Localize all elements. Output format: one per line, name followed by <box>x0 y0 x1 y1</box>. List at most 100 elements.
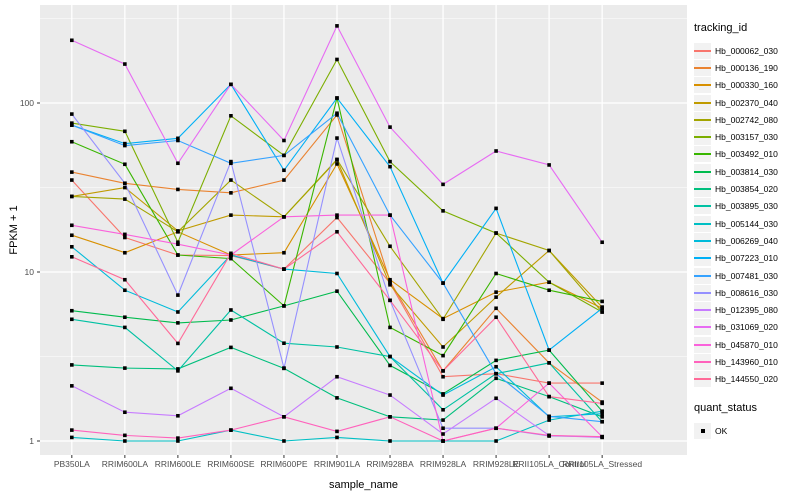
data-point-Hb_003157_030 <box>123 129 127 134</box>
legend-line-icon <box>694 222 711 225</box>
data-point-Hb_144550_020 <box>547 394 551 399</box>
data-point-Hb_003157_030 <box>70 121 74 125</box>
legend-entry-Hb_007223_010: Hb_007223_010 <box>694 250 798 267</box>
legend-line-icon <box>694 188 711 191</box>
legend-entry-Hb_002370_040: Hb_002370_040 <box>694 94 798 111</box>
legend-key-swatch <box>694 94 711 111</box>
legend-entry-label: Hb_008616_030 <box>715 287 778 298</box>
legend-line-icon <box>694 205 711 208</box>
data-point-Hb_007481_030 <box>600 419 604 424</box>
data-point-Hb_003895_030 <box>176 369 180 373</box>
data-point-Hb_031069_020 <box>547 163 551 167</box>
data-point-Hb_000330_160 <box>70 233 74 238</box>
legend-entry-label: Hb_012395_080 <box>715 305 778 316</box>
data-point-Hb_012395_080 <box>229 386 233 391</box>
legend-line-icon <box>694 101 711 104</box>
data-point-Hb_144550_020 <box>70 255 74 259</box>
legend-entry-label: Hb_003854_020 <box>715 184 778 195</box>
data-point-Hb_012395_080 <box>441 432 445 436</box>
legend-key-swatch <box>694 267 711 284</box>
data-point-Hb_005144_030 <box>176 439 180 443</box>
data-point-Hb_002370_040 <box>388 282 392 287</box>
data-point-Hb_143960_010 <box>176 436 180 440</box>
data-point-Hb_008616_030 <box>123 181 127 186</box>
legend-entry-label: Hb_144550_020 <box>715 374 778 385</box>
data-point-Hb_003854_020 <box>123 366 127 370</box>
data-point-Hb_144550_020 <box>600 401 604 406</box>
legend-key-swatch <box>694 319 711 336</box>
data-point-Hb_000136_190 <box>176 187 180 192</box>
data-point-Hb_003854_020 <box>176 367 180 371</box>
data-point-Hb_045870_010 <box>176 242 180 247</box>
data-point-Hb_007481_030 <box>494 371 498 376</box>
data-point-Hb_002370_040 <box>494 295 498 299</box>
legend-key-swatch <box>694 181 711 198</box>
data-point-Hb_000062_030 <box>441 374 445 379</box>
legend-entry-label: Hb_031069_020 <box>715 322 778 333</box>
data-point-Hb_003854_020 <box>335 396 339 400</box>
data-point-Hb_003157_030 <box>441 209 445 213</box>
data-point-Hb_006269_040 <box>123 288 127 293</box>
data-point-Hb_002742_080 <box>547 248 551 253</box>
x-tick-label: RRIM901LA <box>314 459 361 469</box>
legend-key-swatch <box>694 302 711 319</box>
data-point-Hb_002742_080 <box>176 229 180 234</box>
data-point-Hb_003854_020 <box>600 415 604 419</box>
data-point-Hb_000136_190 <box>494 306 498 311</box>
data-point-Hb_003492_010 <box>441 353 445 358</box>
data-point-Hb_031069_020 <box>176 161 180 166</box>
data-point-Hb_007223_010 <box>547 348 551 352</box>
data-point-Hb_005144_030 <box>335 435 339 440</box>
data-point-Hb_003157_030 <box>494 231 498 235</box>
legend-entry-Hb_005144_030: Hb_005144_030 <box>694 215 798 232</box>
legend-entry-Hb_144550_020: Hb_144550_020 <box>694 371 798 388</box>
data-point-Hb_008616_030 <box>70 112 74 116</box>
data-point-Hb_007223_010 <box>600 306 604 311</box>
quant-ok-label: OK <box>715 425 728 436</box>
data-point-Hb_144550_020 <box>282 267 286 271</box>
legend-entry-Hb_031069_020: Hb_031069_020 <box>694 319 798 336</box>
legend-line-icon <box>694 360 711 363</box>
legend-entry-label: Hb_003157_030 <box>715 132 778 143</box>
data-point-Hb_003492_010 <box>600 299 604 304</box>
y-tick-label: 100 <box>20 98 34 108</box>
data-point-Hb_006269_040 <box>600 411 604 416</box>
data-point-Hb_144550_020 <box>494 315 498 320</box>
data-point-Hb_003895_030 <box>547 361 551 365</box>
data-point-Hb_003157_030 <box>547 280 551 285</box>
data-point-Hb_007481_030 <box>282 153 286 158</box>
legend-entries: Hb_000062_030 Hb_000136_190 Hb_000330_160 H… <box>694 42 798 388</box>
data-point-Hb_007223_010 <box>494 206 498 211</box>
data-point-Hb_002742_080 <box>441 317 445 322</box>
data-point-Hb_000330_160 <box>123 250 127 255</box>
legend-line-icon <box>694 84 711 87</box>
y-axis-title: FPKM + 1 <box>8 205 20 255</box>
data-point-Hb_012395_080 <box>176 413 180 418</box>
legend-entry-Hb_003157_030: Hb_003157_030 <box>694 128 798 146</box>
data-point-Hb_003895_030 <box>335 345 339 349</box>
legend-entry-Hb_006269_040: Hb_006269_040 <box>694 232 798 249</box>
x-tick-label: RRIM600LE <box>155 459 202 469</box>
legend-line-icon <box>694 153 711 156</box>
data-point-Hb_000062_030 <box>335 215 339 220</box>
data-point-Hb_003895_030 <box>70 317 74 322</box>
data-point-Hb_003492_010 <box>547 288 551 293</box>
legend-key-swatch <box>694 77 711 94</box>
data-point-Hb_031069_020 <box>494 149 498 153</box>
data-point-Hb_005144_030 <box>70 435 74 440</box>
legend-key-swatch <box>694 215 711 232</box>
data-point-Hb_031069_020 <box>229 82 233 87</box>
legend-entry-label: Hb_006269_040 <box>715 235 778 246</box>
data-point-Hb_031069_020 <box>441 182 445 187</box>
quant-ok-key <box>694 422 711 439</box>
data-point-Hb_002742_080 <box>70 194 74 199</box>
data-point-Hb_045870_010 <box>282 215 286 219</box>
data-point-Hb_003157_030 <box>335 57 339 62</box>
legend-key-swatch <box>694 111 711 128</box>
legend-entry-label: Hb_007223_010 <box>715 253 778 264</box>
data-point-Hb_143960_010 <box>600 434 604 439</box>
data-point-Hb_003814_030 <box>70 308 74 313</box>
data-point-Hb_000062_030 <box>123 235 127 240</box>
data-point-Hb_143960_010 <box>441 439 445 443</box>
data-point-Hb_002370_040 <box>229 213 233 217</box>
